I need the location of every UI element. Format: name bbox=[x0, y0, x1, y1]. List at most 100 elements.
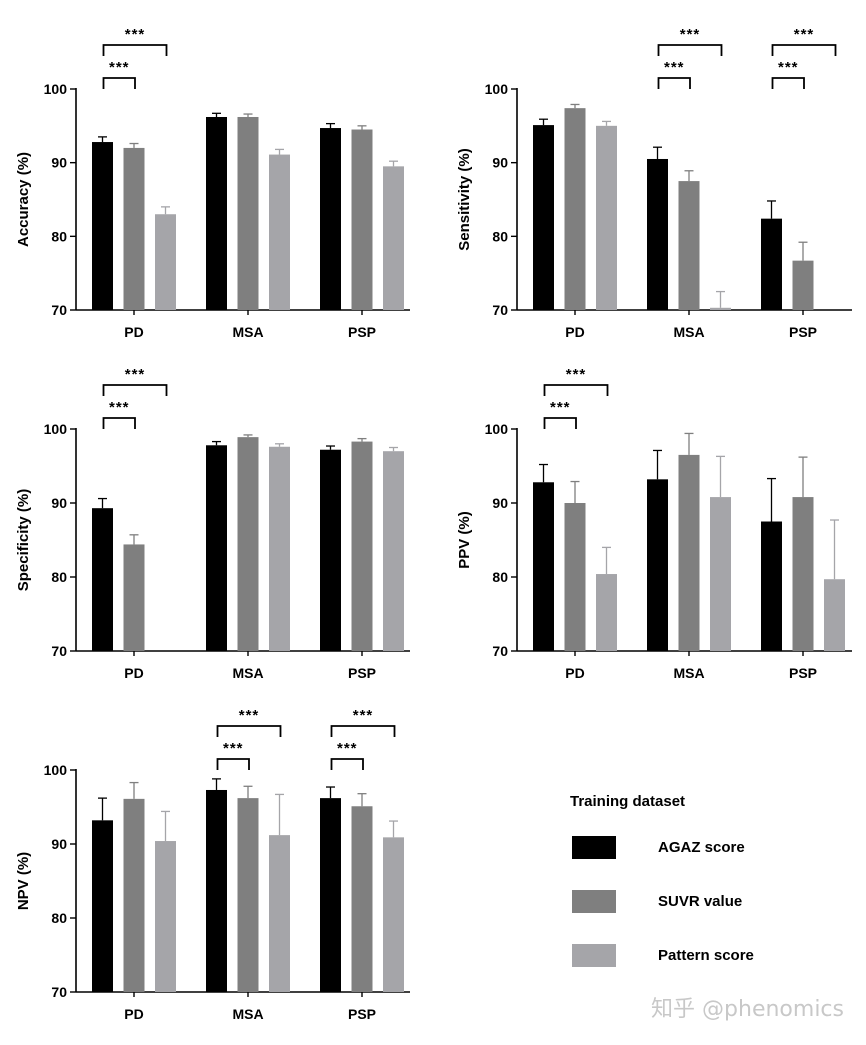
bar bbox=[710, 497, 731, 651]
y-axis-label: Specificity (%) bbox=[15, 489, 32, 592]
bar bbox=[678, 181, 700, 310]
significance-bracket bbox=[771, 44, 837, 56]
y-axis-label: PPV (%) bbox=[456, 511, 473, 569]
x-tick-label: PSP bbox=[789, 324, 817, 340]
x-tick-label: MSA bbox=[232, 665, 263, 681]
x-tick-label: MSA bbox=[673, 324, 704, 340]
watermark: 知乎 @phenomics bbox=[651, 997, 844, 1022]
bar bbox=[761, 521, 782, 651]
bar bbox=[155, 841, 176, 992]
y-axis-label: NPV (%) bbox=[15, 852, 32, 910]
x-tick-label: MSA bbox=[232, 324, 263, 340]
bar bbox=[206, 445, 227, 651]
y-tick-label: 80 bbox=[51, 228, 67, 244]
bar bbox=[92, 820, 113, 992]
bar bbox=[351, 129, 373, 310]
chart-panel-2: 70 80 90 100 Sensitivity (%) PD MSA PSP *** *** **… bbox=[456, 26, 852, 340]
significance-label: *** bbox=[109, 399, 130, 416]
x-tick-label: MSA bbox=[673, 665, 704, 681]
x-tick-label: PD bbox=[124, 324, 143, 340]
y-tick-label: 100 bbox=[44, 762, 68, 778]
bar bbox=[320, 449, 341, 651]
bar bbox=[383, 166, 404, 310]
y-tick-label: 70 bbox=[492, 302, 508, 318]
legend-label: Pattern score bbox=[658, 947, 754, 964]
bar bbox=[792, 497, 814, 651]
bar bbox=[383, 451, 404, 651]
significance-label: *** bbox=[125, 366, 146, 383]
bar bbox=[596, 574, 617, 651]
significance-label: *** bbox=[223, 740, 244, 757]
legend-item: Pattern score bbox=[572, 944, 754, 967]
y-tick-label: 100 bbox=[44, 81, 68, 97]
bar bbox=[710, 307, 731, 310]
bar bbox=[564, 503, 586, 651]
legend-swatch bbox=[572, 944, 616, 967]
x-tick-label: PSP bbox=[348, 1006, 376, 1022]
significance-bracket bbox=[771, 77, 805, 89]
x-tick-label: PD bbox=[565, 665, 584, 681]
bar bbox=[792, 260, 814, 310]
significance-label: *** bbox=[125, 26, 146, 43]
bar bbox=[237, 437, 259, 651]
x-tick-label: PD bbox=[124, 1006, 143, 1022]
significance-bracket bbox=[543, 384, 609, 396]
bar bbox=[533, 482, 554, 651]
x-tick-label: PSP bbox=[348, 665, 376, 681]
chart-panel-3: 70 80 90 100 Specificity (%) PD MSA PSP *** *** bbox=[15, 366, 410, 681]
bar bbox=[269, 835, 290, 992]
significance-bracket bbox=[216, 758, 250, 770]
legend-label: SUVR value bbox=[658, 893, 742, 910]
significance-bracket bbox=[102, 77, 136, 89]
bar bbox=[155, 214, 176, 310]
chart-panel-5: 70 80 90 100 NPV (%) PD MSA PSP *** *** *** *** bbox=[15, 707, 410, 1022]
bar bbox=[320, 798, 341, 992]
bar bbox=[533, 125, 554, 310]
bar bbox=[123, 798, 145, 992]
bar bbox=[123, 147, 145, 310]
legend-title: Training dataset bbox=[570, 793, 685, 810]
significance-bracket bbox=[330, 758, 364, 770]
bar bbox=[320, 128, 341, 310]
y-tick-label: 70 bbox=[51, 984, 67, 1000]
legend-item: AGAZ score bbox=[572, 836, 745, 859]
bar bbox=[237, 116, 259, 310]
bar bbox=[92, 142, 113, 310]
x-tick-label: PD bbox=[124, 665, 143, 681]
bar bbox=[269, 446, 290, 651]
significance-label: *** bbox=[778, 59, 799, 76]
bar bbox=[596, 125, 617, 310]
bar bbox=[351, 441, 373, 651]
bar bbox=[647, 158, 668, 310]
bar bbox=[206, 789, 227, 992]
y-tick-label: 90 bbox=[492, 155, 508, 171]
bar bbox=[92, 508, 113, 651]
y-tick-label: 100 bbox=[44, 421, 68, 437]
significance-bracket bbox=[102, 384, 168, 396]
legend-label: AGAZ score bbox=[658, 839, 745, 856]
bar bbox=[351, 806, 373, 992]
significance-bracket bbox=[543, 417, 577, 429]
y-tick-label: 90 bbox=[51, 836, 67, 852]
chart-panels: 70 80 90 100 Accuracy (%) PD MSA PSP *** *** 70 80 9… bbox=[15, 26, 852, 1022]
bar bbox=[564, 108, 586, 310]
chart-panel-4: 70 80 90 100 PPV (%) PD MSA PSP *** *** bbox=[456, 366, 852, 681]
bar bbox=[761, 218, 782, 310]
x-tick-label: MSA bbox=[232, 1006, 263, 1022]
chart-panel-1: 70 80 90 100 Accuracy (%) PD MSA PSP *** *** bbox=[15, 26, 410, 340]
bar bbox=[647, 479, 668, 651]
y-tick-label: 70 bbox=[51, 302, 67, 318]
significance-label: *** bbox=[109, 59, 130, 76]
significance-bracket bbox=[102, 44, 168, 56]
significance-bracket bbox=[102, 417, 136, 429]
legend-swatch bbox=[572, 836, 616, 859]
x-tick-label: PSP bbox=[789, 665, 817, 681]
legend: Training dataset AGAZ score SUVR value Pat… bbox=[570, 793, 754, 967]
y-tick-label: 70 bbox=[51, 643, 67, 659]
significance-label: *** bbox=[239, 707, 260, 724]
bar bbox=[678, 454, 700, 651]
y-tick-label: 80 bbox=[51, 569, 67, 585]
y-tick-label: 90 bbox=[492, 495, 508, 511]
y-tick-label: 80 bbox=[492, 228, 508, 244]
